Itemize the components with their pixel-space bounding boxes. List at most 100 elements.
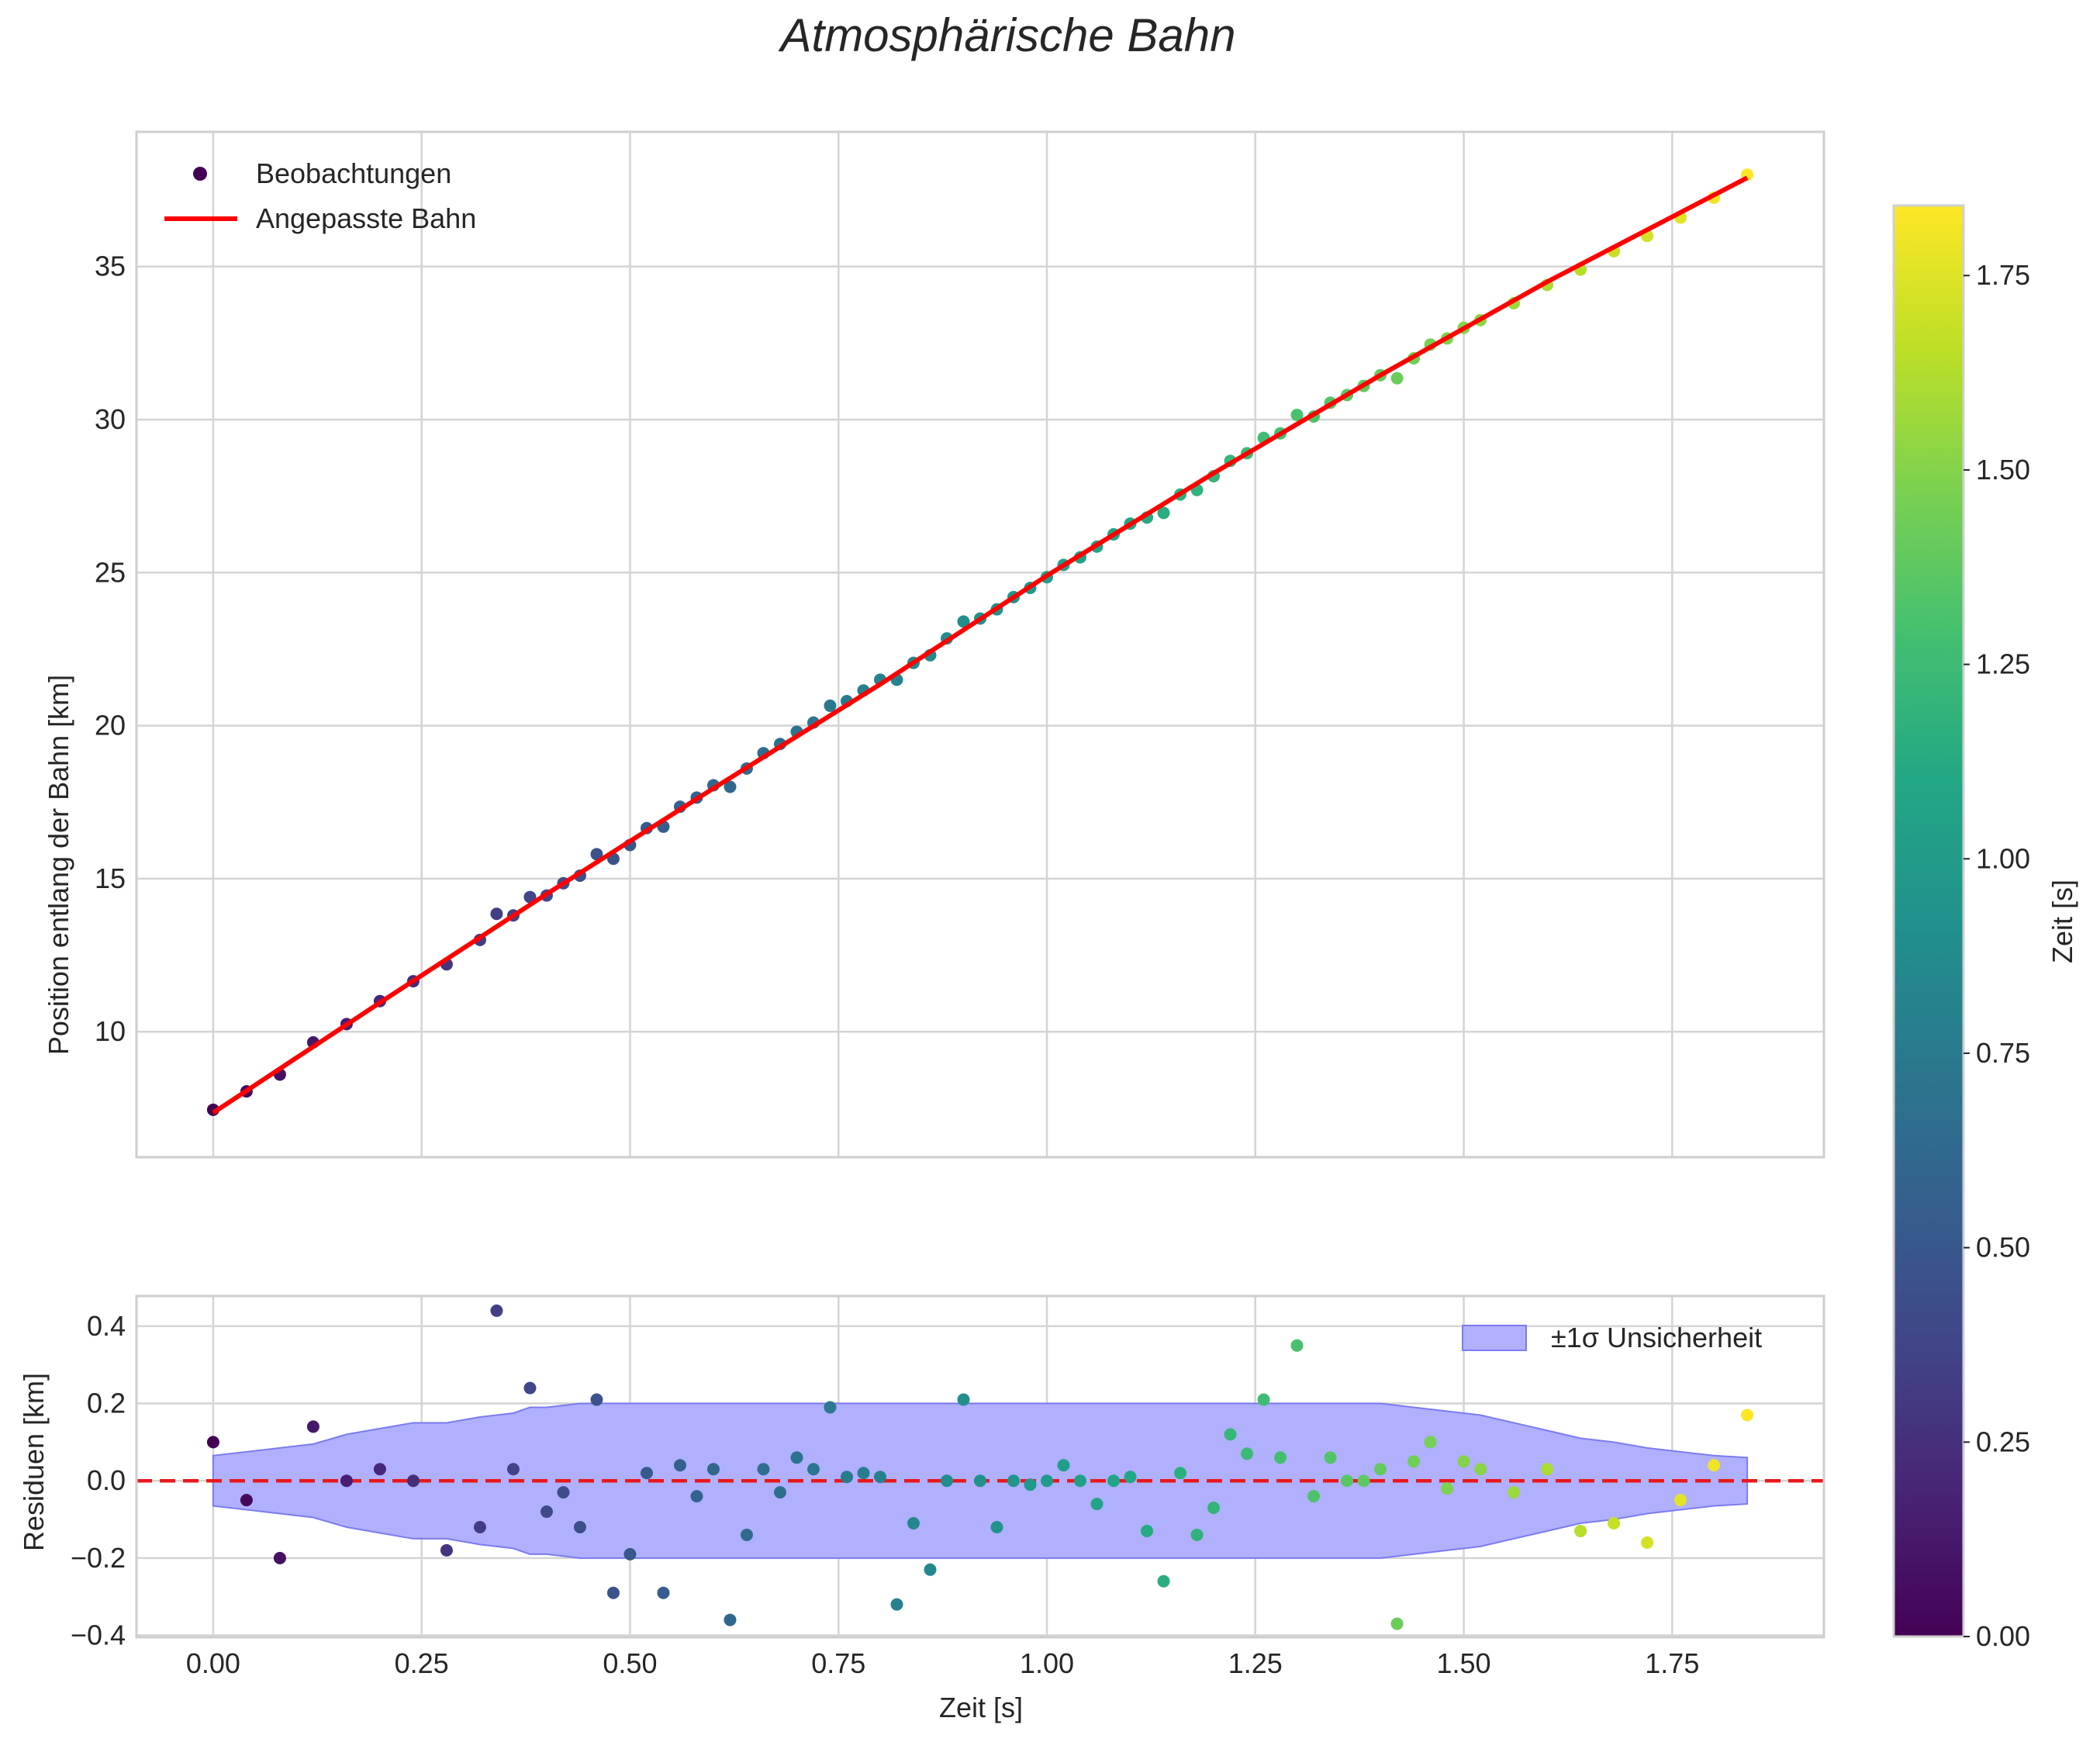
residual-point xyxy=(1174,1467,1187,1480)
residual-point xyxy=(690,1490,703,1503)
residual-point xyxy=(1290,1339,1304,1352)
observation-point xyxy=(590,848,603,861)
residual-point xyxy=(1074,1474,1087,1488)
residual-point xyxy=(1257,1393,1270,1406)
residual-y-tick-label: −0.2 xyxy=(71,1542,126,1574)
residual-legend: ±1σ Unsicherheit xyxy=(1462,1322,1762,1353)
residual-point xyxy=(1307,1490,1321,1503)
x-tick-label: 0.50 xyxy=(603,1647,657,1679)
top-y-tick-label: 25 xyxy=(95,556,126,588)
residual-point xyxy=(406,1474,420,1488)
residual-point xyxy=(1608,1517,1621,1530)
residual-point xyxy=(1207,1502,1221,1515)
top-y-tick-label: 10 xyxy=(95,1015,126,1047)
residual-point xyxy=(1274,1451,1287,1464)
residual-point xyxy=(340,1474,353,1488)
colorbar-tick-label: 0.00 xyxy=(1976,1620,2030,1652)
residual-y-tick-labels: −0.4 −0.2 0.0 0.2 0.4 xyxy=(71,1310,126,1651)
residual-point xyxy=(1407,1455,1421,1468)
residual-point xyxy=(724,1613,737,1626)
legend-observations-marker xyxy=(193,167,207,181)
residual-point xyxy=(1057,1459,1070,1472)
residual-point xyxy=(957,1393,970,1406)
residual-point xyxy=(1090,1498,1104,1511)
residual-point xyxy=(1574,1524,1587,1537)
colorbar-tick-label: 1.50 xyxy=(1976,454,2030,486)
residual-point xyxy=(1541,1463,1554,1476)
residual-point xyxy=(490,1304,503,1317)
top-grid xyxy=(136,132,1824,1157)
top-y-tick-label: 35 xyxy=(95,251,126,282)
residual-point xyxy=(990,1520,1003,1533)
residual-point xyxy=(657,1586,670,1599)
residual-point xyxy=(857,1467,870,1480)
residual-point xyxy=(1341,1474,1354,1488)
residual-point xyxy=(440,1543,453,1557)
residual-point xyxy=(373,1463,386,1476)
residual-point xyxy=(206,1436,219,1449)
observation-point xyxy=(824,699,837,712)
residual-point xyxy=(1007,1474,1021,1488)
residual-point xyxy=(1508,1486,1521,1499)
residual-point xyxy=(1441,1482,1454,1495)
residual-point xyxy=(1041,1474,1054,1488)
colorbar-tick-label: 1.00 xyxy=(1976,842,2030,874)
observation-point xyxy=(724,780,737,793)
top-y-tick-label: 30 xyxy=(95,403,126,435)
legend-band-swatch xyxy=(1462,1325,1527,1351)
residual-point xyxy=(706,1463,720,1476)
residual-point xyxy=(1374,1463,1387,1476)
colorbar-tick-label: 0.50 xyxy=(1976,1232,2030,1263)
top-y-tick-label: 20 xyxy=(95,710,126,741)
colorbar-tick-label: 0.75 xyxy=(1976,1037,2030,1069)
residual-point xyxy=(1224,1428,1237,1441)
observation-point xyxy=(1157,506,1170,520)
residual-point xyxy=(1024,1478,1037,1491)
residual-point xyxy=(623,1547,637,1561)
colorbar-label: Zeit [s] xyxy=(2046,880,2078,963)
residual-point xyxy=(240,1494,253,1507)
residual-point xyxy=(506,1463,520,1476)
residual-point xyxy=(1741,1408,1754,1422)
residual-point xyxy=(1357,1474,1370,1488)
residual-point xyxy=(606,1586,620,1599)
residual-point xyxy=(473,1520,486,1533)
residual-point xyxy=(940,1474,953,1488)
residual-point xyxy=(824,1401,837,1414)
residual-points xyxy=(206,1304,1754,1630)
residual-point xyxy=(640,1467,653,1480)
x-tick-label: 0.00 xyxy=(186,1647,240,1679)
observation-point xyxy=(490,907,503,921)
residual-point xyxy=(1424,1436,1437,1449)
x-tick-label: 1.50 xyxy=(1437,1647,1491,1679)
colorbar-gradient xyxy=(1892,204,1965,1638)
residual-point xyxy=(1241,1447,1254,1460)
fitted-trajectory-line xyxy=(212,175,1749,1115)
residual-point xyxy=(757,1463,770,1476)
residual-y-tick-label: 0.2 xyxy=(87,1388,126,1419)
legend-fit-line-label: Angepasste Bahn xyxy=(256,202,476,234)
residual-point xyxy=(790,1451,803,1464)
residual-point xyxy=(590,1393,603,1406)
residual-point xyxy=(557,1486,570,1499)
legend-observations-label: Beobachtungen xyxy=(256,157,451,189)
residual-point xyxy=(924,1563,937,1576)
x-axis-label: Zeit [s] xyxy=(939,1692,1023,1723)
residual-y-axis-label: Residuen [km] xyxy=(18,1373,50,1551)
residual-point xyxy=(1457,1455,1470,1468)
top-plot-panel: 10 15 20 25 30 35 Position entlang der Bahn [… xyxy=(43,130,1825,1159)
colorbar-tick-label: 1.75 xyxy=(1976,259,2030,291)
top-y-tick-label: 15 xyxy=(95,862,126,894)
residual-y-tick-label: −0.4 xyxy=(71,1619,126,1651)
x-tick-label: 1.75 xyxy=(1645,1647,1699,1679)
top-y-tick-labels: 10 15 20 25 30 35 xyxy=(95,251,126,1048)
residual-point xyxy=(840,1471,853,1484)
x-tick-label: 0.75 xyxy=(811,1647,865,1679)
observation-point xyxy=(957,615,970,628)
x-tick-labels: 0.00 0.25 0.50 0.75 1.00 1.25 1.50 1.75 xyxy=(186,1647,1700,1679)
observation-point xyxy=(1390,372,1404,385)
residual-point xyxy=(1708,1459,1721,1472)
chart-title: Atmosphärische Bahn xyxy=(779,9,1236,61)
x-tick-label: 1.25 xyxy=(1228,1647,1283,1679)
residual-point xyxy=(1157,1574,1170,1588)
